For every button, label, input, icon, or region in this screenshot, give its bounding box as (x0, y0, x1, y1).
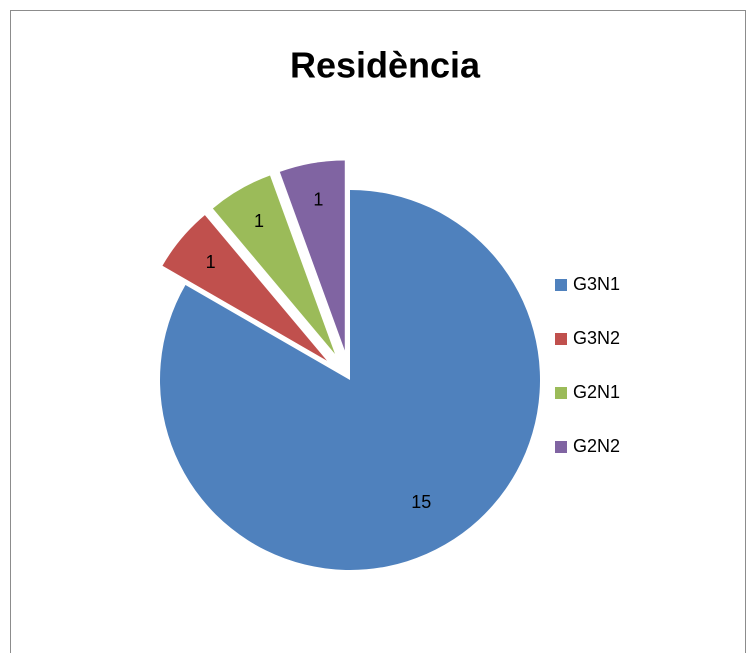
legend-label: G2N1 (573, 382, 620, 402)
pie-slice (160, 190, 541, 570)
data-label: 1 (206, 252, 216, 272)
legend-swatch (555, 333, 567, 345)
legend-label: G2N2 (573, 436, 620, 456)
pie-slice (212, 175, 335, 355)
pie-slice (279, 160, 345, 351)
legend-label: G3N1 (573, 274, 620, 294)
legend-swatch (555, 279, 567, 291)
data-label: 1 (313, 190, 323, 210)
data-label: 1 (254, 211, 264, 231)
data-label: 15 (411, 492, 431, 512)
chart-title: Residència (290, 45, 481, 86)
legend-swatch (555, 387, 567, 399)
pie-slice (162, 215, 328, 361)
legend-label: G3N2 (573, 328, 620, 348)
legend-swatch (555, 441, 567, 453)
